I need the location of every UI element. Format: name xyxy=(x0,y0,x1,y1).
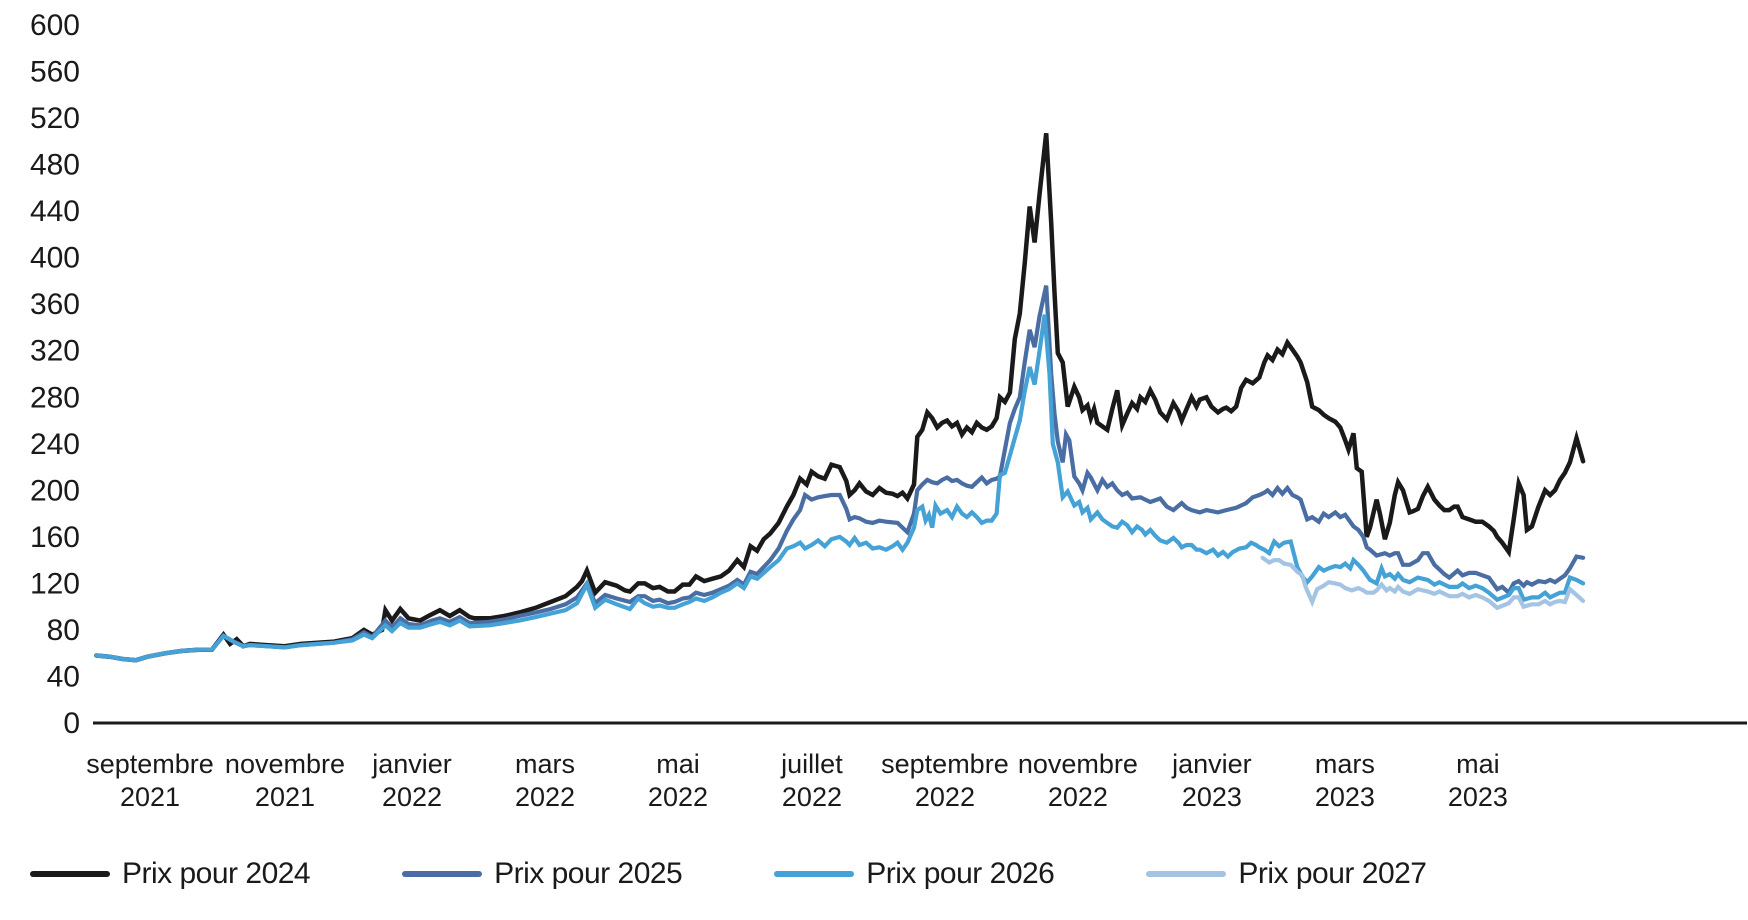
y-axis-tick-label: 240 xyxy=(30,428,80,461)
y-axis-tick-label: 0 xyxy=(63,707,80,740)
x-axis-tick-label: novembre 2022 xyxy=(1018,749,1138,812)
y-axis-tick-label: 360 xyxy=(30,288,80,321)
x-axis-tick-label: mars 2022 xyxy=(515,749,575,812)
x-axis-tick-label: janvier 2022 xyxy=(371,749,452,812)
legend-swatch-prix-2027 xyxy=(1146,871,1227,877)
y-axis-tick-label: 40 xyxy=(47,660,80,693)
y-axis-tick-label: 120 xyxy=(30,567,80,600)
legend-item-prix-2027: Prix pour 2027 xyxy=(1146,857,1427,891)
legend-item-prix-2026: Prix pour 2026 xyxy=(774,857,1055,891)
series-line-prix-pour-2026 xyxy=(94,314,1586,663)
legend-label-prix-2026: Prix pour 2026 xyxy=(866,857,1055,890)
x-axis-tick-label: mai 2023 xyxy=(1448,749,1508,812)
x-axis-tick-label: janvier 2023 xyxy=(1171,749,1252,812)
series-line-prix-pour-2027 xyxy=(1260,555,1586,611)
legend-swatch-prix-2024 xyxy=(30,871,110,877)
legend-label-prix-2027: Prix pour 2027 xyxy=(1238,857,1427,890)
y-axis-tick-label: 440 xyxy=(30,195,80,228)
y-axis-tick-label: 80 xyxy=(47,614,80,647)
chart-plot-area: 6005605204804404003603202802402001601208… xyxy=(30,9,1747,812)
x-axis-tick-label: septembre 2022 xyxy=(881,749,1009,812)
x-axis-tick-label: septembre 2021 xyxy=(86,749,214,812)
y-axis-tick-label: 200 xyxy=(30,474,80,507)
legend-label-prix-2024: Prix pour 2024 xyxy=(122,857,311,890)
x-axis-tick-label: juillet 2022 xyxy=(780,749,843,812)
chart-legend: Prix pour 2024 Prix pour 2025 Prix pour … xyxy=(0,830,1748,918)
legend-label-prix-2025: Prix pour 2025 xyxy=(494,857,683,890)
y-axis-tick-label: 480 xyxy=(30,149,80,182)
legend-item-prix-2024: Prix pour 2024 xyxy=(30,857,311,891)
y-axis-tick-label: 400 xyxy=(30,242,80,275)
legend-swatch-prix-2025 xyxy=(402,871,483,877)
x-axis-tick-label: mai 2022 xyxy=(648,749,708,812)
x-axis-tick-label: mars 2023 xyxy=(1315,749,1375,812)
series-line-prix-pour-2025 xyxy=(94,285,1586,663)
y-axis-tick-label: 280 xyxy=(30,381,80,414)
x-axis-tick-label: novembre 2021 xyxy=(225,749,345,812)
y-axis-tick-label: 320 xyxy=(30,335,80,368)
y-axis-tick-label: 520 xyxy=(30,102,80,135)
series-line-prix-pour-2024 xyxy=(94,132,1586,663)
legend-swatch-prix-2026 xyxy=(774,871,855,877)
y-axis-tick-label: 560 xyxy=(30,56,80,89)
y-axis-tick-label: 600 xyxy=(30,9,80,42)
legend-item-prix-2025: Prix pour 2025 xyxy=(402,857,683,891)
y-axis-tick-label: 160 xyxy=(30,521,80,554)
